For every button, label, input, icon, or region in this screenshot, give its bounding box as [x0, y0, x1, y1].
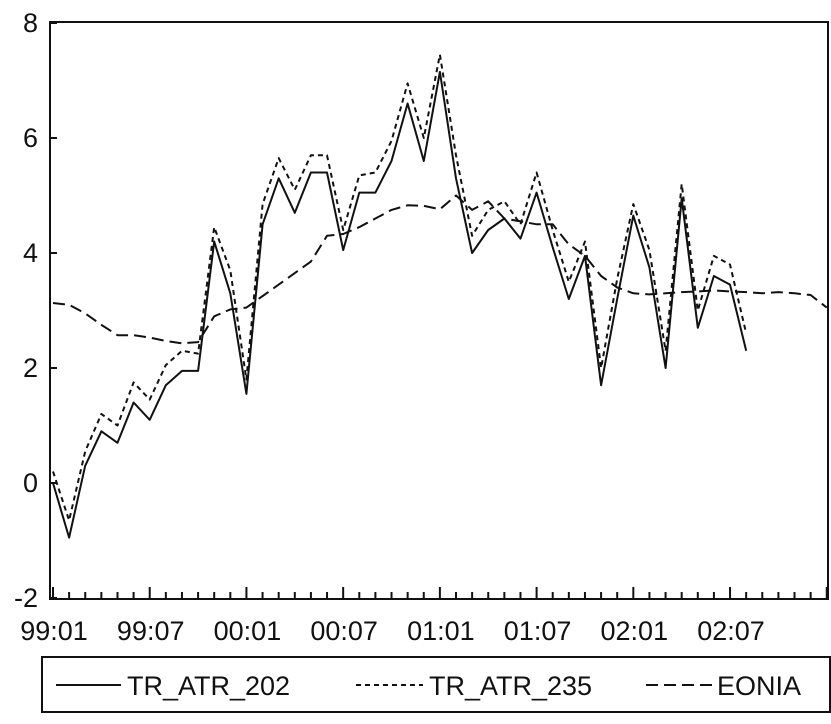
y-tick-label: 6 [23, 123, 38, 153]
x-tick-label: 99:01 [20, 616, 88, 646]
legend: TR_ATR_202 TR_ATR_235 EONIA [42, 657, 830, 712]
x-tick-label: 02:01 [601, 616, 669, 646]
x-tick-label: 01:01 [407, 616, 475, 646]
y-tick-label: 4 [23, 238, 38, 268]
y-tick-label: 2 [23, 353, 38, 383]
plot-frame [50, 22, 828, 599]
series-layer [53, 55, 827, 538]
x-tick-label: 01:07 [504, 616, 572, 646]
y-tick-label: -2 [14, 583, 38, 613]
legend-label-tr-atr-235: TR_ATR_235 [429, 671, 592, 701]
x-tick-label: 00:01 [214, 616, 282, 646]
x-axis: 99:01 99:07 00:01 00:07 01:01 01:07 02:01 02:07 [20, 587, 827, 646]
x-tick-label: 02:07 [697, 616, 765, 646]
legend-label-eonia: EONIA [717, 671, 801, 701]
legend-label-tr-atr-202: TR_ATR_202 [127, 671, 290, 701]
series-line-tr-atr-202 [53, 72, 746, 538]
series-line-tr-atr-235 [53, 55, 746, 521]
y-tick-label: 8 [23, 8, 38, 38]
x-tick-label: 00:07 [310, 616, 378, 646]
x-tick-label: 99:07 [117, 616, 185, 646]
y-tick-label: 0 [23, 468, 38, 498]
